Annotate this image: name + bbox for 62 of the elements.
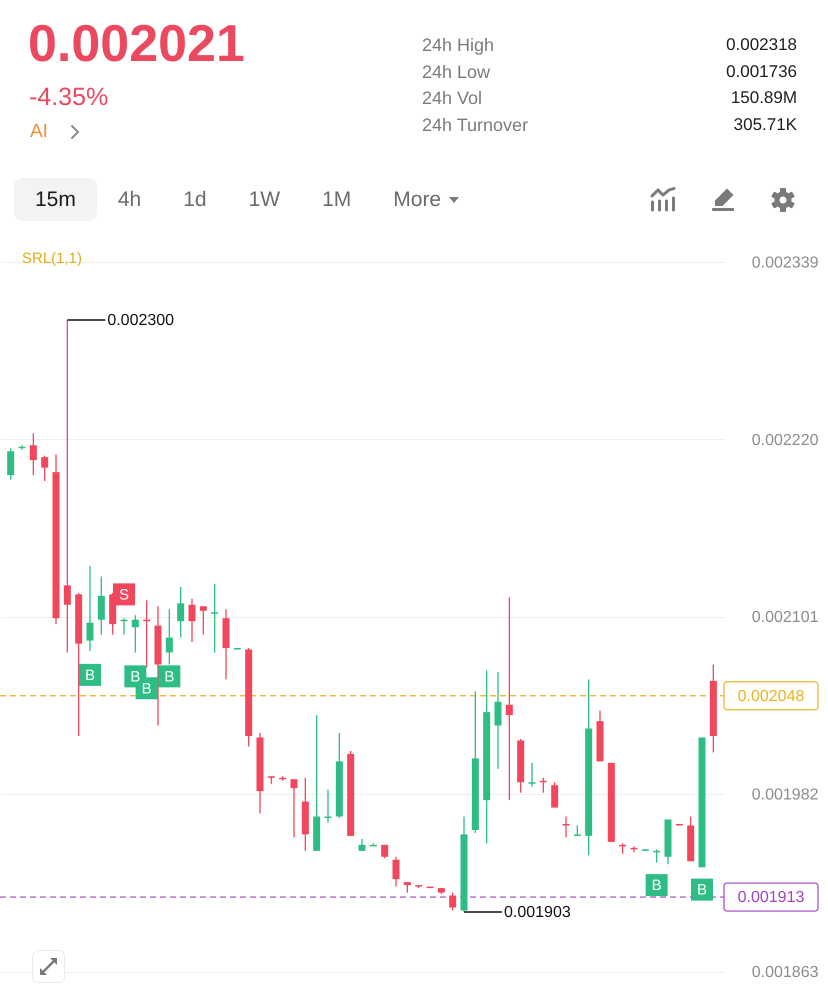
candlestick <box>143 600 150 668</box>
text: 24h Low <box>422 60 490 84</box>
candlestick <box>506 596 513 801</box>
candlestick <box>98 576 105 636</box>
candlestick <box>290 778 298 838</box>
annotation: SRL(1,1) <box>22 250 82 267</box>
candlestick <box>404 881 411 894</box>
candlestick <box>540 777 547 794</box>
candlestick <box>64 319 71 654</box>
y-tick-label: 0.002220 <box>752 432 819 449</box>
candlestick <box>551 782 558 808</box>
text: More <box>393 188 442 212</box>
text: 305.71K <box>734 114 797 136</box>
text: 150.89M <box>730 87 797 110</box>
candlestick <box>528 762 536 788</box>
candlestick <box>619 842 626 854</box>
candlestick <box>30 432 37 476</box>
candlestick <box>200 606 207 636</box>
data-label: B <box>164 668 174 686</box>
candlestick <box>562 816 570 838</box>
text: 0.001736 <box>726 60 797 83</box>
data-label: S <box>118 586 130 604</box>
candlestick <box>653 848 660 864</box>
ref-line-label: 0.002048 <box>738 688 804 705</box>
candlestick <box>7 448 14 480</box>
text: 24h High <box>422 34 494 57</box>
text: 0.002318 <box>726 34 797 56</box>
candlestick <box>392 856 400 888</box>
y-tick-label: 0.002101 <box>752 609 819 626</box>
data-label: B <box>696 882 708 899</box>
annotation: 0.001903 <box>504 904 571 921</box>
candlestick <box>358 838 366 852</box>
text: 4h <box>118 188 142 212</box>
candlestick <box>132 614 139 654</box>
candlestick <box>86 565 94 652</box>
text: -4.35% <box>29 82 108 112</box>
y-tick-label: 0.001982 <box>752 786 819 804</box>
candlestick <box>574 824 581 837</box>
candlestick <box>449 892 456 912</box>
text: 1W <box>248 188 280 212</box>
data-label: B <box>142 680 152 698</box>
text: 15m <box>35 188 76 212</box>
y-tick-label: 0.002339 <box>752 254 819 272</box>
candlestick <box>177 586 184 638</box>
text: 0.002021 <box>28 14 245 75</box>
text: 1d <box>183 188 207 212</box>
ref-line-label: 0.001913 <box>738 889 804 906</box>
data-label: B <box>84 666 96 684</box>
candlestick <box>120 618 128 636</box>
data-label: B <box>130 668 140 686</box>
candlestick <box>41 455 48 482</box>
text: AI <box>30 120 48 144</box>
text: 24h Vol <box>422 87 482 110</box>
candlestick <box>381 844 388 859</box>
y-tick-label: 0.001863 <box>752 964 819 982</box>
annotation: 0.002300 <box>107 312 174 330</box>
text: 24h Turnover <box>422 114 528 138</box>
candlestick <box>494 671 502 770</box>
text: 1M <box>322 188 352 212</box>
candlestick <box>188 598 196 643</box>
candlestick <box>324 789 332 824</box>
data-label: B <box>652 877 662 894</box>
